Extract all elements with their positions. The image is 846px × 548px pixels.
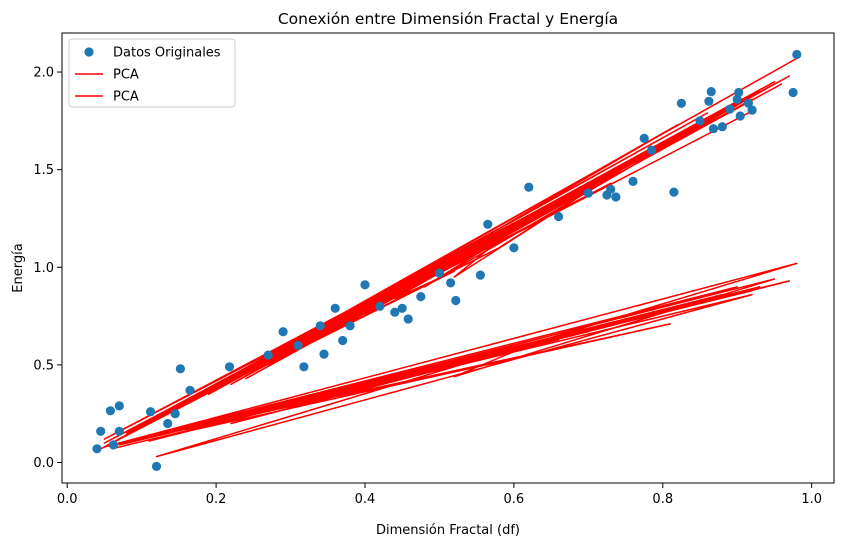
- data-point: [92, 444, 102, 454]
- data-point: [397, 303, 407, 313]
- data-point: [375, 301, 385, 311]
- data-point: [734, 87, 744, 98]
- x-axis-label: Dimensión Fractal (df): [376, 523, 520, 538]
- legend-label: PCA: [113, 68, 139, 83]
- data-point: [732, 94, 742, 104]
- data-point: [163, 418, 173, 429]
- legend-box: [68, 38, 236, 108]
- data-point: [747, 105, 757, 115]
- data-point: [647, 145, 657, 155]
- data-point: [315, 321, 325, 331]
- data-point: [96, 426, 106, 436]
- pca-line-2: [103, 262, 798, 458]
- data-point: [628, 176, 638, 186]
- data-point: [319, 349, 329, 359]
- data-point: [114, 401, 124, 411]
- y-tick-label: 0.5: [33, 358, 54, 373]
- data-point: [330, 303, 340, 313]
- data-point: [717, 122, 727, 132]
- data-point: [524, 182, 534, 192]
- x-tick-label: 1.0: [801, 492, 822, 507]
- data-point: [725, 104, 735, 114]
- data-point: [669, 187, 679, 197]
- data-point: [708, 124, 719, 134]
- data-point: [338, 335, 348, 346]
- y-tick-label: 2.0: [33, 66, 54, 81]
- legend-marker-points: [84, 47, 94, 57]
- legend-label: PCA: [113, 90, 139, 105]
- chart-title: Conexión entre Dimensión Fractal y Energ…: [278, 10, 618, 28]
- data-point: [446, 278, 456, 288]
- data-point: [390, 307, 400, 317]
- data-point: [792, 49, 802, 60]
- data-point: [451, 295, 461, 306]
- y-tick-label: 1.0: [33, 261, 54, 276]
- pca-line-1: [96, 57, 798, 452]
- data-point: [434, 268, 444, 278]
- data-point: [263, 350, 273, 360]
- data-point: [293, 340, 303, 350]
- data-point: [483, 219, 493, 229]
- data-point: [639, 133, 649, 143]
- legend: Datos Originales PCA PCA: [68, 38, 236, 108]
- data-point: [105, 406, 115, 416]
- data-point: [114, 426, 124, 436]
- data-point: [583, 188, 593, 198]
- data-point: [170, 409, 180, 419]
- data-point: [735, 111, 745, 121]
- data-point: [108, 440, 118, 450]
- data-point: [606, 184, 616, 194]
- data-point: [278, 327, 288, 337]
- data-point: [345, 321, 355, 331]
- legend-label: Datos Originales: [113, 46, 221, 61]
- data-point: [676, 98, 687, 108]
- data-point: [185, 385, 195, 395]
- data-point: [151, 461, 162, 471]
- data-point: [554, 211, 564, 222]
- plot-area: 0.0 0.2 0.4 0.6 0.8 1.0 0.0 0.5 1.0 1.5 2.0 Datos O…: [33, 32, 835, 507]
- data-point: [299, 362, 309, 372]
- x-tick-label: 0.0: [57, 492, 78, 507]
- data-point: [611, 192, 621, 202]
- x-tick-label: 0.4: [355, 492, 376, 507]
- x-tick-label: 0.8: [652, 492, 673, 507]
- data-point: [788, 87, 798, 98]
- data-point: [509, 243, 519, 253]
- data-point: [360, 280, 370, 290]
- data-point: [224, 362, 235, 372]
- data-point: [695, 116, 705, 126]
- data-point: [416, 292, 426, 302]
- data-point: [475, 270, 485, 280]
- data-point: [146, 407, 156, 417]
- plot-frame: [61, 32, 835, 484]
- y-tick-label: 0.0: [33, 456, 54, 471]
- data-point: [743, 98, 754, 108]
- x-tick-label: 0.6: [504, 492, 525, 507]
- data-point: [704, 96, 714, 106]
- x-tick-label: 0.2: [206, 492, 227, 507]
- data-point: [175, 364, 185, 374]
- y-axis-label: Energía: [11, 243, 26, 292]
- data-point: [403, 314, 413, 324]
- y-tick-label: 1.5: [33, 163, 54, 178]
- data-point: [706, 87, 716, 97]
